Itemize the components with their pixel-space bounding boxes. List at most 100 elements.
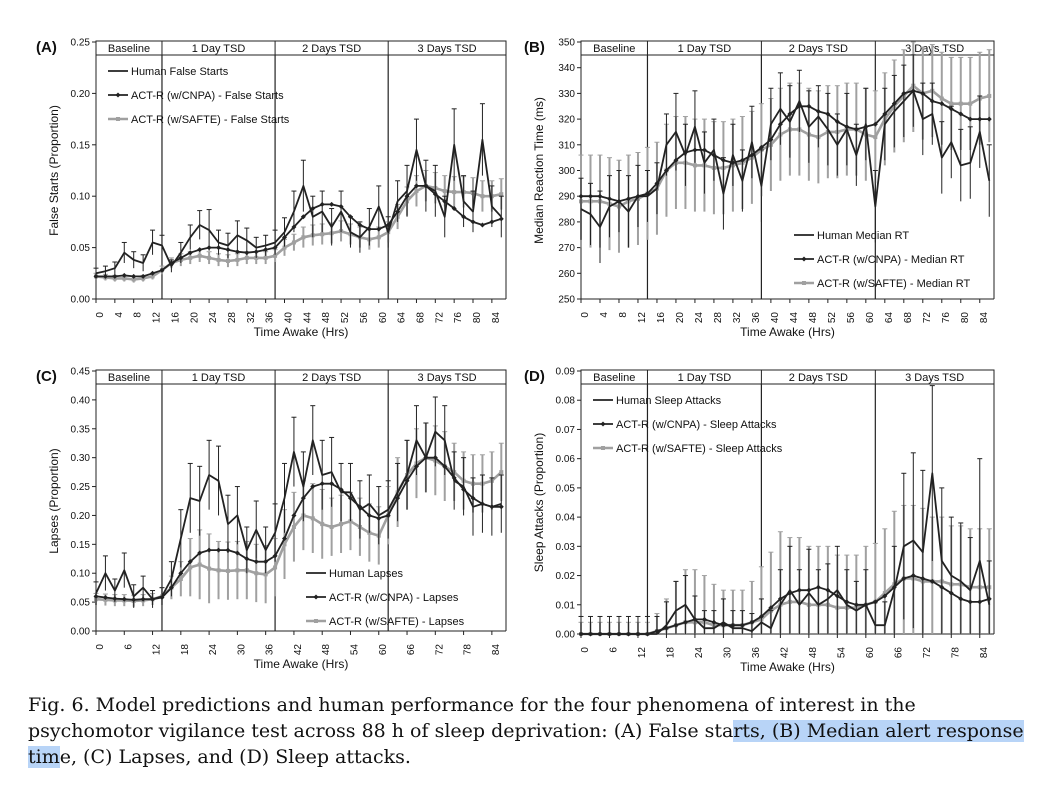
- data-point: [197, 253, 202, 258]
- chart-panel-b: (B) Baseline 1 Day TSD 2 Days TSD 3 Days TSD…: [524, 38, 995, 339]
- y-tick-label: 0.10: [71, 192, 91, 203]
- data-point: [452, 190, 457, 195]
- legend-label: Human False Starts: [131, 66, 229, 78]
- x-tick-label: 66: [893, 647, 904, 659]
- legend-label: ACT-R (w/CNPA) - Lapses: [329, 592, 459, 604]
- legend-label: ACT-R (w/CNPA) - Sleep Attacks: [616, 419, 777, 431]
- y-tick-label: 0.03: [556, 542, 576, 553]
- x-tick-label: 24: [208, 312, 219, 324]
- data-point: [282, 245, 287, 250]
- y-tick-label: 260: [558, 269, 575, 280]
- x-tick-label: 52: [340, 312, 351, 324]
- x-tick-label: 36: [265, 644, 276, 656]
- data-point: [451, 206, 457, 212]
- y-tick-label: 320: [558, 115, 575, 126]
- series-line: [95, 456, 503, 603]
- y-tick-label: 0.25: [71, 482, 91, 493]
- figure-caption: Fig. 6. Model predictions and human perf…: [28, 692, 1028, 770]
- data-point: [197, 550, 203, 556]
- legend-marker: [313, 594, 319, 600]
- y-tick-label: 310: [558, 140, 575, 151]
- data-point: [987, 93, 992, 98]
- y-tick-label: 0.00: [71, 627, 91, 638]
- y-axis-label: Median Reaction Time (ms): [532, 97, 546, 244]
- data-point: [207, 255, 212, 260]
- data-point: [254, 571, 259, 576]
- data-point: [758, 144, 764, 150]
- x-tick-label: 80: [472, 312, 483, 324]
- x-tick-label: 24: [694, 647, 705, 659]
- x-tick-label: 68: [903, 312, 914, 324]
- y-tick-label: 330: [558, 89, 575, 100]
- data-point: [339, 522, 344, 527]
- phase-label: 1 Day TSD: [192, 43, 246, 55]
- data-point: [121, 596, 127, 602]
- x-tick-label: 68: [415, 312, 426, 324]
- data-point: [234, 550, 240, 556]
- data-point: [216, 547, 222, 553]
- x-tick-label: 40: [284, 312, 295, 324]
- x-tick-label: 56: [359, 312, 370, 324]
- series-2: [93, 422, 504, 607]
- x-tick-label: 18: [665, 647, 676, 659]
- x-tick-label: 48: [808, 312, 819, 324]
- x-tick-label: 24: [208, 644, 219, 656]
- panel-label: (B): [524, 39, 545, 56]
- x-tick-label: 60: [865, 647, 876, 659]
- y-tick-label: 0.05: [556, 483, 576, 494]
- x-tick-label: 8: [618, 312, 629, 318]
- x-tick-label: 20: [675, 312, 686, 324]
- series-2: [578, 41, 992, 253]
- y-axis-label: False Starts (Proportion): [47, 105, 61, 236]
- data-point: [291, 525, 296, 529]
- x-axis-label: Time Awake (Hrs): [740, 325, 835, 339]
- data-point: [150, 274, 155, 279]
- y-tick-label: 350: [558, 38, 575, 49]
- y-tick-label: 0.06: [556, 454, 576, 465]
- series-line: [581, 84, 990, 208]
- series-1: [578, 88, 992, 204]
- legend-label: ACT-R (w/CNPA) - False Starts: [131, 90, 284, 102]
- x-tick-label: 78: [950, 647, 961, 659]
- data-point: [234, 249, 240, 255]
- phase-label: 1 Day TSD: [678, 43, 732, 55]
- x-tick-label: 60: [378, 644, 389, 656]
- series-2: [578, 504, 992, 636]
- series-line: [95, 430, 502, 601]
- phase-label: 1 Day TSD: [192, 372, 246, 384]
- data-point: [197, 247, 203, 253]
- data-point: [882, 593, 888, 599]
- data-point: [692, 163, 697, 168]
- y-tick-label: 0.00: [71, 295, 91, 306]
- x-tick-label: 12: [637, 647, 648, 659]
- x-tick-label: 48: [808, 647, 819, 659]
- data-point: [225, 568, 230, 573]
- x-tick-label: 54: [836, 647, 847, 659]
- data-point: [442, 189, 447, 194]
- chart-panel-d: (D) Baseline 1 Day TSD 2 Days TSD 3 Days TSD…: [524, 367, 995, 674]
- panel-label: (A): [36, 39, 57, 56]
- data-point: [968, 101, 973, 106]
- data-point: [499, 192, 504, 197]
- x-tick-label: 12: [637, 312, 648, 324]
- data-point: [872, 121, 878, 127]
- y-tick-label: 0.45: [71, 367, 91, 378]
- x-tick-label: 16: [170, 312, 181, 324]
- legend-label: ACT-R (w/SAFTE) - Median RT: [817, 278, 970, 290]
- data-point: [131, 277, 136, 282]
- data-point: [986, 116, 992, 122]
- phase-label: 2 Days TSD: [789, 43, 848, 55]
- y-tick-label: 340: [558, 63, 575, 74]
- x-tick-label: 44: [789, 312, 800, 324]
- phase-label: 3 Days TSD: [418, 43, 477, 55]
- series-1: [93, 183, 504, 279]
- x-tick-label: 18: [180, 644, 191, 656]
- x-tick-label: 32: [246, 312, 257, 324]
- x-tick-label: 30: [722, 647, 733, 659]
- x-tick-label: 84: [979, 312, 990, 324]
- data-point: [939, 101, 945, 107]
- y-tick-label: 0.15: [71, 540, 91, 551]
- series-line: [581, 89, 990, 203]
- legend-marker: [115, 92, 121, 98]
- data-point: [480, 194, 485, 199]
